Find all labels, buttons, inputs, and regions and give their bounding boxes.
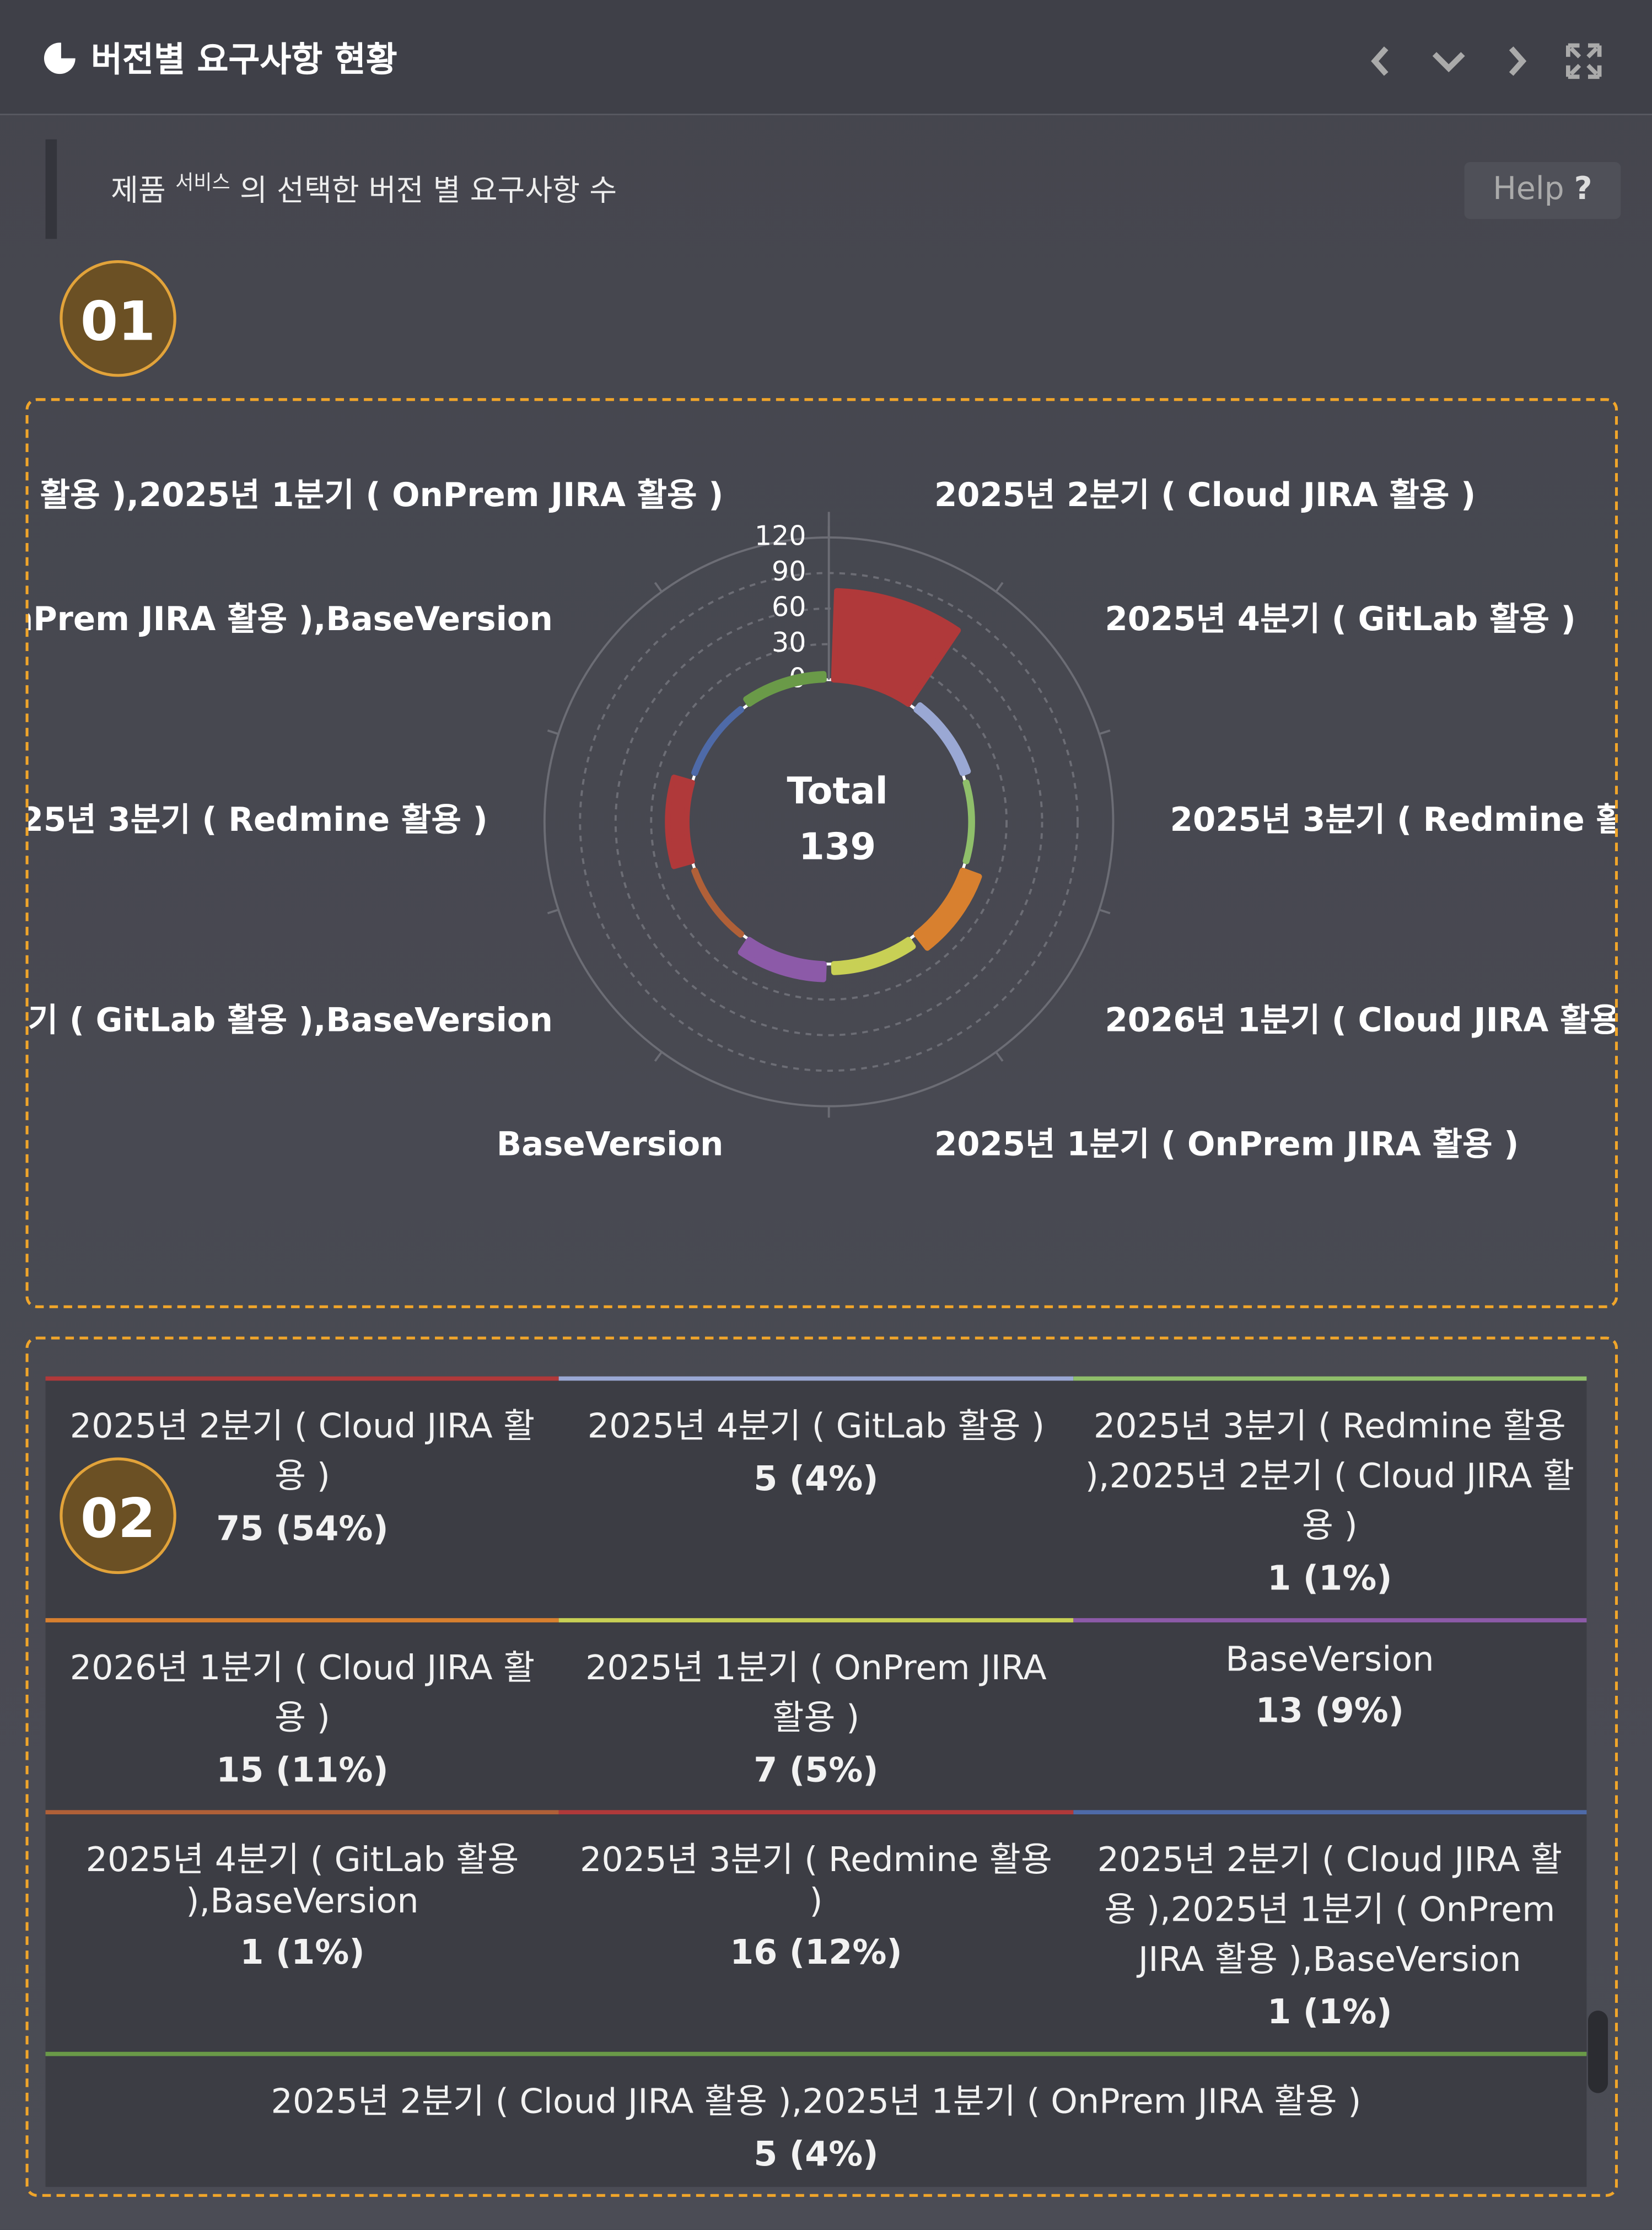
annotation-badge: 02: [60, 1457, 176, 1575]
polar-bar: [962, 779, 975, 864]
annotation-badge: 01: [60, 260, 176, 377]
polar-bar: [691, 867, 745, 938]
legend-value: 1 (1%): [1267, 1558, 1392, 1599]
polar-bar: [913, 702, 971, 776]
legend-label: 2025년 3분기 ( Redmine 활용 ): [579, 1840, 1052, 1921]
legend-label: 2025년 2분기 ( Cloud JIRA 활용 ),2025년 1분기 ( …: [271, 2081, 1362, 2122]
polar-bar: [831, 937, 916, 975]
polar-chart: 03060901202025년 2분기 ( Cloud JIRA 활용 )202…: [29, 476, 1615, 1163]
grid-circle: [650, 643, 1008, 1001]
angle-tick: [995, 582, 1004, 593]
legend-cell: 2025년 4분기 ( GitLab 활용 ) 5 (4%): [559, 1376, 1073, 1618]
r-tick-label: 120: [755, 520, 806, 551]
legend-value: 13 (9%): [1255, 1690, 1405, 1731]
angle-tick: [654, 1051, 663, 1062]
angle-label: 2025년 2분기 ( Cloud JIRA 활용 ),2025년 1분기 ( …: [29, 476, 724, 514]
angle-tick: [1099, 909, 1111, 915]
legend-label: 2025년 4분기 ( GitLab 활용 ): [587, 1406, 1045, 1447]
legend-value: 5 (4%): [754, 1459, 879, 1499]
polar-bar: [831, 588, 961, 707]
r-tick-label: 90: [772, 556, 806, 587]
center-label: Total: [787, 770, 888, 813]
window-controls[interactable]: [1358, 31, 1613, 88]
center-total: 139: [799, 825, 876, 868]
legend-cell: 2026년 1분기 ( Cloud JIRA 활용 ) 15 (11%): [45, 1618, 559, 1810]
legend-label: 2025년 2분기 ( Cloud JIRA 활용 ),2025년 1분기 ( …: [1097, 1840, 1563, 1980]
legend-label: 2025년 2분기 ( Cloud JIRA 활용 ): [69, 1406, 535, 1496]
title: 버전별 요구사항 현황: [91, 40, 397, 80]
r-tick-label: 60: [772, 591, 806, 622]
legend-value: 1 (1%): [1267, 1992, 1392, 2032]
legend-value: 7 (5%): [754, 1750, 879, 1791]
desc-superscript: 서비스: [175, 172, 230, 195]
annotation-box: [25, 398, 1618, 1308]
angle-tick: [547, 729, 559, 735]
legend-value: 5 (4%): [754, 2134, 879, 2174]
legend-value: 75 (54%): [216, 1508, 389, 1549]
angle-tick: [995, 1051, 1004, 1062]
legend-value: 16 (12%): [730, 1932, 902, 1973]
angle-label: 2025년 2분기 ( Cloud JIRA 활용 ),2025년 1분기 ( …: [29, 600, 553, 638]
angle-label: 2025년 3분기 ( Redmine 활용 ),2025년 2분기 ( Clo…: [1170, 800, 1615, 839]
r-tick-label: 30: [772, 627, 806, 658]
angle-tick: [547, 909, 559, 915]
help-icon: ?: [1574, 172, 1592, 208]
angle-label: 2026년 1분기 ( Cloud JIRA 활용 ): [1105, 1001, 1615, 1039]
desc-text: 제품: [111, 173, 166, 208]
legend-cell: 2025년 3분기 ( Redmine 활용 ),2025년 2분기 ( Clo…: [1073, 1376, 1587, 1618]
description-text: 제품 서비스 의 선택한 버전 별 요구사항 수: [111, 168, 617, 210]
legend-label: 2025년 1분기 ( OnPrem JIRA 활용 ): [585, 1648, 1047, 1738]
legend-cell: 2025년 2분기 ( Cloud JIRA 활용 ),2025년 1분기 ( …: [1073, 1810, 1587, 2051]
angle-label: 2025년 2분기 ( Cloud JIRA 활용 ): [934, 476, 1476, 514]
legend-value: 15 (11%): [216, 1750, 389, 1791]
angle-label: 2025년 4분기 ( GitLab 활용 ): [1105, 600, 1575, 638]
angle-label: 2025년 1분기 ( OnPrem JIRA 활용 ): [934, 1125, 1519, 1163]
legend-label: 2025년 4분기 ( GitLab 활용 ),BaseVersion: [85, 1840, 519, 1921]
header: 버전별 요구사항 현황: [0, 0, 1652, 115]
desc-text: 의 선택한 버전 별 요구사항 수: [239, 173, 617, 208]
description: 제품 서비스 의 선택한 버전 별 요구사항 수 Help ?: [45, 139, 1621, 239]
legend-value: 1 (1%): [240, 1932, 365, 1973]
angle-label: 2025년 3분기 ( Redmine 활용 ): [29, 800, 488, 839]
polar-bar: [913, 867, 982, 951]
legend-cell: BaseVersion 13 (9%): [1073, 1618, 1587, 1810]
polar-bar: [691, 706, 745, 776]
legend-table: 2025년 2분기 ( Cloud JIRA 활용 ) 75 (54%) 2025년…: [45, 1376, 1587, 2187]
scrollbar[interactable]: [1588, 2010, 1608, 2093]
help-button[interactable]: Help ?: [1464, 162, 1621, 219]
legend-label: BaseVersion: [1225, 1639, 1434, 1680]
legend-label: 2026년 1분기 ( Cloud JIRA 활용 ): [69, 1648, 535, 1738]
legend-label: 2025년 3분기 ( Redmine 활용 ),2025년 2분기 ( Clo…: [1085, 1406, 1575, 1546]
legend-cell: 2025년 3분기 ( Redmine 활용 ) 16 (12%): [559, 1810, 1073, 2051]
angle-tick: [654, 582, 663, 593]
legend-cell: 2025년 2분기 ( Cloud JIRA 활용 ),2025년 1분기 ( …: [45, 2051, 1587, 2187]
angle-tick: [1099, 729, 1111, 735]
legend-cell: 2025년 2분기 ( Cloud JIRA 활용 ) 75 (54%): [45, 1376, 559, 1618]
legend-cell: 2025년 4분기 ( GitLab 활용 ),BaseVersion 1 (1%…: [45, 1810, 559, 2051]
angle-label: BaseVersion: [497, 1125, 724, 1163]
polar-bar: [665, 775, 695, 869]
polar-bar: [743, 671, 827, 707]
legend-cell: 2025년 1분기 ( OnPrem JIRA 활용 ) 7 (5%): [559, 1618, 1073, 1810]
help-text: Help: [1493, 172, 1564, 208]
angle-label: 2025년 4분기 ( GitLab 활용 ),BaseVersion: [29, 1001, 553, 1039]
annotation-box: [25, 1336, 1618, 2197]
polar-bar: [738, 937, 827, 982]
pie-icon: [44, 42, 77, 74]
